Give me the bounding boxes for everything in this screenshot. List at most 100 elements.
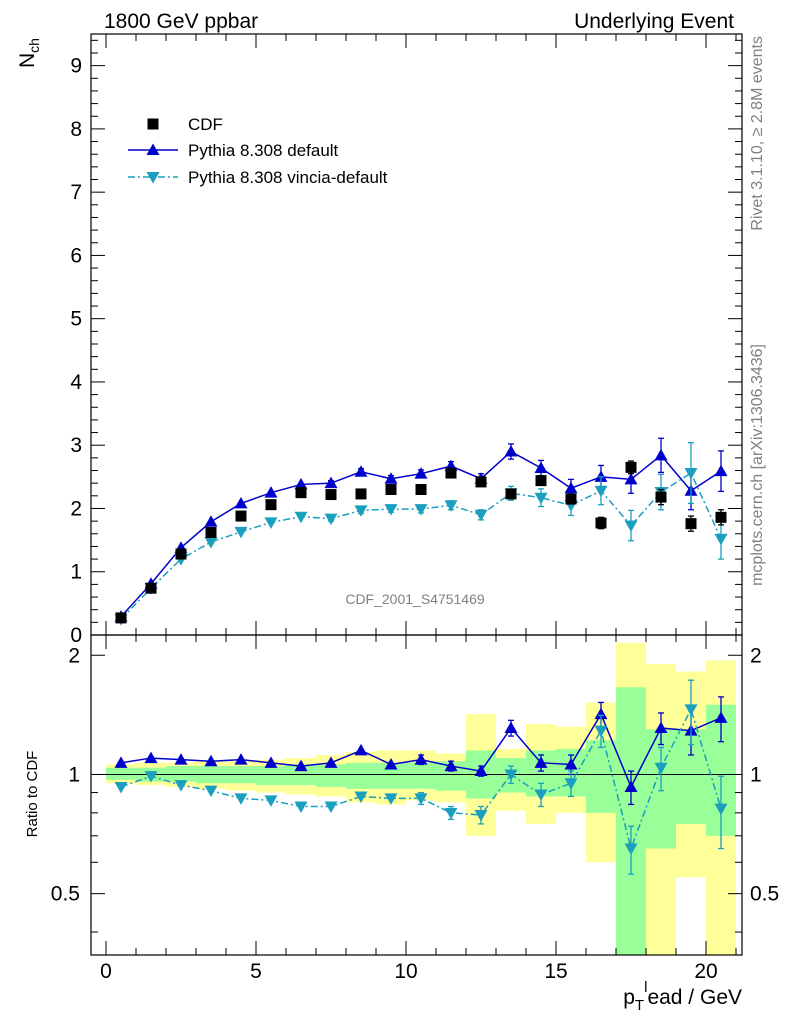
ratio-point — [324, 756, 338, 768]
x-axis-label-sup: l — [644, 979, 647, 996]
legend-marker — [146, 172, 160, 184]
data-point — [324, 513, 338, 526]
data-point — [325, 489, 337, 501]
ratio-point — [594, 707, 608, 720]
y-tick-label: 8 — [70, 118, 82, 141]
ratio-frame — [90, 634, 743, 956]
ratio-band-inner — [406, 762, 436, 789]
data-point — [204, 537, 218, 549]
data-point — [175, 548, 187, 560]
ratio-point — [294, 801, 308, 814]
ratio-point — [474, 764, 488, 777]
data-point — [624, 472, 638, 485]
ratio-point — [114, 781, 128, 794]
x-tick-label: 20 — [694, 960, 717, 983]
data-point — [234, 496, 248, 509]
header-right: Underlying Event — [574, 10, 734, 33]
ratio-point — [714, 803, 728, 816]
data-point — [505, 488, 517, 500]
data-point — [414, 504, 428, 516]
rivet-label: Rivet 3.1.10, ≥ 2.8M events — [749, 36, 766, 231]
ratio-y-tick-label-right: 0.5 — [750, 883, 779, 906]
data-point — [565, 493, 577, 505]
header-left: 1800 GeV ppbar — [104, 10, 258, 33]
legend-marker — [147, 118, 159, 130]
data-point — [655, 491, 667, 503]
data-point — [115, 612, 127, 624]
data-point — [384, 472, 398, 484]
ratio-band-inner — [346, 762, 376, 789]
data-point — [264, 486, 278, 498]
ratio-point — [624, 780, 638, 792]
data-point — [534, 461, 548, 473]
ratio-point — [354, 743, 368, 756]
ratio-point — [354, 791, 368, 803]
ratio-band-inner — [586, 740, 616, 813]
ratio-point — [504, 769, 518, 781]
ratio-point — [654, 721, 668, 734]
legend-marker — [146, 143, 160, 155]
data-point — [624, 520, 638, 533]
ratio-y-tick-label: 1 — [68, 763, 80, 786]
ratio-point — [204, 785, 218, 798]
data-point — [564, 481, 578, 494]
ratio-point — [564, 757, 578, 770]
ratio-point — [144, 751, 158, 764]
y-tick-label: 3 — [70, 434, 82, 457]
ratio-point — [324, 801, 338, 814]
legend-label: Pythia 8.308 default — [188, 141, 339, 160]
data-point — [145, 582, 157, 594]
ratio-point — [384, 793, 398, 805]
main-panel: 0 1 2 3 4 5 6 7 8 9 — [70, 33, 743, 647]
data-point — [294, 477, 308, 490]
data-point — [535, 475, 547, 487]
mcplots-label: mcplots.cern.ch [arXiv:1306.3436] — [749, 344, 766, 586]
ratio-point — [534, 789, 548, 801]
ratio-point — [474, 809, 488, 822]
legend-label: CDF — [188, 115, 223, 134]
data-point — [384, 504, 398, 516]
legend: CDF Pythia 8.308 default Pythia 8.308 vinc… — [128, 115, 388, 187]
x-tick-label: 5 — [250, 960, 262, 983]
ratio-point — [564, 778, 578, 790]
data-point — [654, 448, 668, 461]
data-point — [354, 505, 368, 517]
data-point — [595, 517, 607, 529]
analysis-label: CDF_2001_S4751469 — [345, 591, 485, 607]
ratio-point — [174, 753, 188, 765]
y-tick-label: 6 — [70, 244, 82, 267]
data-point — [295, 487, 307, 499]
ratio-point — [414, 753, 428, 765]
data-point — [234, 526, 248, 539]
data-point — [684, 468, 698, 480]
ratio-point — [144, 771, 158, 783]
ratio-point — [594, 725, 608, 738]
ratio-point — [234, 753, 248, 765]
x-axis-label: pTlead / GeV — [623, 979, 742, 1014]
data-point — [685, 518, 697, 530]
data-point — [474, 509, 488, 522]
ratio-point — [504, 721, 518, 734]
data-point — [235, 510, 247, 522]
main-ylabel-sub: ch — [26, 38, 42, 53]
y-tick-label: 7 — [70, 181, 82, 204]
y-tick-label: 0 — [70, 624, 82, 647]
ratio-point — [384, 757, 398, 770]
data-point — [264, 517, 278, 529]
data-point — [534, 492, 548, 505]
x-tick-label: 0 — [100, 960, 112, 983]
ratio-y-tick-label-right: 2 — [750, 644, 762, 667]
data-point — [204, 515, 218, 527]
ratio-point — [414, 793, 428, 805]
data-point — [714, 533, 728, 546]
data-point — [294, 511, 308, 524]
y-tick-label: 1 — [70, 561, 82, 584]
legend-label: Pythia 8.308 vincia-default — [188, 168, 388, 187]
data-point — [385, 483, 397, 495]
x-axis-label-sub: T — [635, 997, 644, 1014]
data-point — [594, 470, 608, 482]
ratio-y-tick-label: 2 — [68, 644, 80, 667]
ratio-panel: 0 5 10 15 20 0.5 0.5 1 1 2 2 — [51, 634, 779, 983]
data-point — [504, 445, 518, 457]
